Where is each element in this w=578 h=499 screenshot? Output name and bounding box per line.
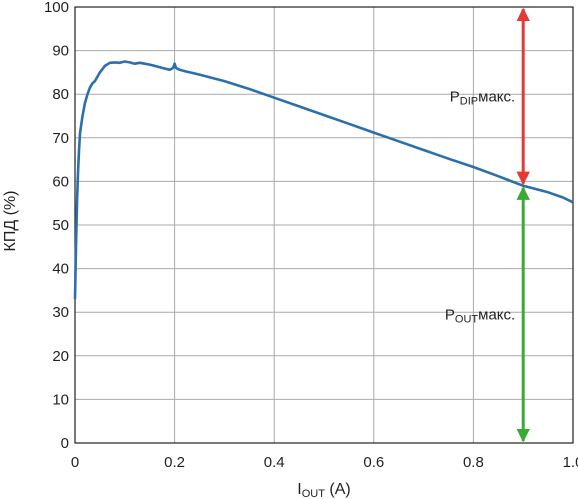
x-axis-title: IOUT (A) [297,481,350,499]
x-axis-title-sub: OUT [302,488,326,499]
annotations-group: PDIPмакс. POUTмакс. [445,7,530,443]
y-tick-label: 90 [52,43,69,60]
efficiency-line [73,60,574,300]
x-axis-title-unit: (A) [325,481,351,498]
y-tick-label: 80 [52,86,69,103]
y-tick-label: 60 [52,173,69,190]
pdip-max-label: PDIPмакс. [450,88,515,107]
series-group [73,60,574,300]
y-tick-label: 50 [52,217,69,234]
plot-frame [74,6,574,444]
x-axis-ticks: 0 0.2 0.4 0.6 0.8 1.0 [71,454,578,471]
y-tick-label: 30 [52,304,69,321]
pout-max-label: POUTмакс. [445,306,515,325]
y-tick-label: 40 [52,261,69,278]
x-tick-label: 1.0 [563,454,578,471]
y-tick-label: 10 [52,391,69,408]
x-tick-label: 0 [71,454,79,471]
x-tick-label: 0.6 [363,454,384,471]
y-axis-title: КПД (%) [2,191,19,252]
x-tick-label: 0.8 [463,454,484,471]
grid-lines [74,6,574,444]
y-tick-label: 100 [44,0,69,16]
y-tick-label: 70 [52,130,69,147]
y-tick-label: 20 [52,348,69,365]
x-tick-label: 0.2 [164,454,185,471]
y-tick-label: 0 [61,435,69,452]
y-axis-ticks: 0 10 20 30 40 50 60 70 80 90 100 [44,0,69,452]
x-tick-label: 0.4 [264,454,285,471]
x-axis-title-main: I [297,481,301,498]
